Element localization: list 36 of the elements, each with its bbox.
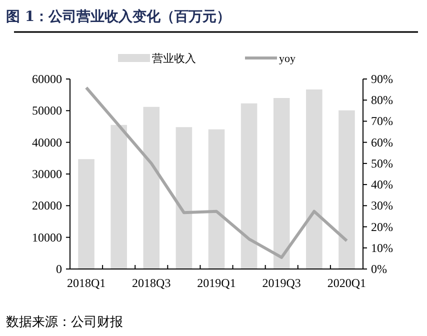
bar (338, 110, 355, 269)
y-tick-label: 60000 (32, 72, 62, 86)
y-tick-label: 50000 (32, 104, 62, 118)
x-tick-label: 2020Q1 (327, 276, 366, 290)
legend-label: 营业收入 (152, 52, 196, 65)
x-tick-label: 2019Q1 (197, 276, 236, 290)
y-tick-label: 40000 (32, 135, 62, 150)
y2-tick-label: 40% (371, 178, 393, 192)
y2-tick-label: 50% (371, 156, 393, 170)
y2-tick-label: 90% (371, 72, 393, 86)
y-tick-label: 30000 (32, 167, 62, 181)
bar (240, 103, 258, 269)
x-tick-label: 2018Q3 (132, 276, 171, 290)
y-tick-label: 20000 (32, 198, 62, 213)
y2-tick-label: 30% (371, 198, 393, 213)
x-tick-label: 2018Q1 (66, 276, 106, 290)
line-series (84, 86, 348, 259)
bar (78, 159, 94, 269)
y2-tick-label: 70% (371, 114, 393, 128)
y2-tick-label: 80% (371, 93, 393, 108)
chart-title: 图 1：公司营业收入变化（百万元） (6, 8, 231, 25)
y2-tick-label: 10% (371, 240, 393, 255)
x-tick-label: 2019Q3 (262, 276, 301, 290)
bar (306, 89, 322, 269)
bar (110, 124, 127, 269)
y2-tick-label: 20% (371, 220, 393, 234)
y-tick-label: 10000 (32, 230, 62, 244)
bar (176, 127, 192, 269)
bar (143, 106, 160, 269)
bar (208, 129, 225, 269)
y-tick-label: 0 (56, 262, 62, 276)
legend-label: yoy (279, 53, 296, 65)
y2-tick-label: 60% (371, 135, 393, 150)
bar (273, 98, 290, 269)
y2-tick-label: 0% (371, 262, 387, 276)
source-note: 数据来源：公司财报 (6, 315, 123, 330)
